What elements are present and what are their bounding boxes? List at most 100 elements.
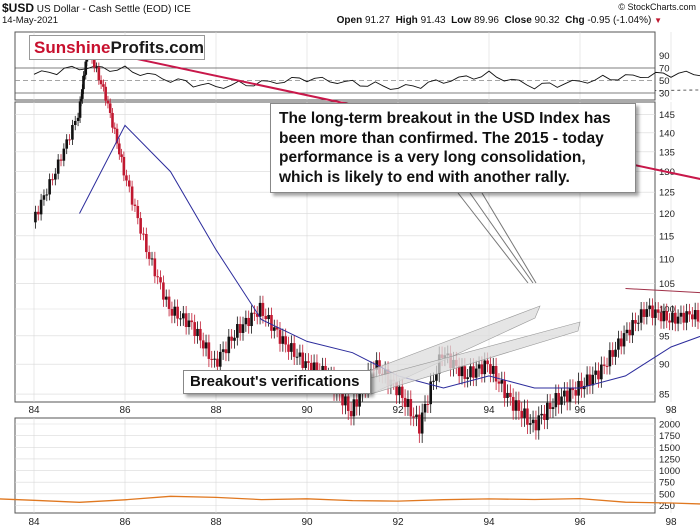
price-candle-body (398, 386, 401, 396)
price-x-tick-label: 90 (301, 405, 313, 416)
price-x-tick-label: 94 (483, 405, 495, 416)
chg-value: -0.95 (-1.04%) (587, 15, 652, 26)
price-candle-body (619, 338, 623, 347)
exchange-name: ICE (174, 4, 191, 15)
price-candle-body (227, 336, 231, 354)
price-candle-body (634, 320, 637, 324)
price-candle-body (648, 305, 651, 310)
price-candle-body (298, 352, 302, 357)
gold-x-tick-label: 98 (665, 517, 677, 528)
price-candle-body (218, 351, 222, 367)
gold-y-tick-label: 750 (659, 478, 675, 489)
price-candle-body (115, 128, 119, 144)
price-candle-body (528, 423, 532, 425)
rsi-y-tick-label: 70 (659, 64, 670, 75)
price-candle-body (563, 390, 566, 397)
price-candle-body (346, 396, 350, 411)
annotation-verifications: Breakout's verifications (183, 370, 371, 394)
price-candle-body (292, 343, 296, 357)
price-candle-body (614, 349, 617, 357)
price-candle-body (489, 364, 492, 374)
price-candle-body (224, 349, 228, 354)
price-candle-body (130, 186, 134, 205)
gold-y-tick-label: 1750 (659, 431, 680, 442)
price-candle-body (179, 318, 182, 320)
price-x-tick-label: 92 (392, 405, 404, 416)
price-candle-body (181, 313, 185, 319)
price-candle-body (102, 84, 105, 87)
price-candle-body (122, 156, 126, 176)
price-candle-body (517, 400, 521, 411)
price-candle-body (82, 75, 85, 90)
price-candle-body (557, 393, 560, 405)
price-candle-body (204, 342, 208, 349)
gold-panel-frame (14, 417, 656, 514)
price-y-tick-label: 135 (659, 147, 675, 158)
price-candle-body (403, 397, 407, 407)
annotation-pointer-line (457, 192, 529, 284)
price-candle-body (48, 179, 51, 195)
price-candle-body (201, 340, 205, 349)
price-candle-body (127, 180, 131, 187)
price-candle-body (344, 396, 347, 406)
price-candle-body (78, 101, 82, 118)
close-label: Close (504, 15, 532, 26)
price-candle-body (696, 310, 700, 322)
price-candle-body (474, 368, 478, 378)
high-label: High (395, 15, 418, 26)
price-candle-body (645, 309, 649, 317)
price-candle-body (253, 312, 256, 314)
price-candle-body (73, 120, 77, 126)
price-candle-body (520, 410, 524, 418)
instrument-name: US Dollar - Cash Settle (EOD) (36, 4, 172, 15)
price-candle-body (34, 211, 37, 223)
price-candle-body (284, 336, 287, 345)
price-candle-body (469, 366, 472, 378)
price-candle-body (42, 195, 46, 200)
price-candle-body (600, 364, 603, 380)
price-candle-body (636, 322, 640, 324)
gold-y-tick-label: 1250 (659, 454, 680, 465)
rsi-line (33, 65, 700, 90)
price-x-tick-label: 84 (28, 405, 40, 416)
price-candle-body (628, 329, 632, 336)
price-candle-body (39, 199, 43, 215)
price-candle-body (258, 302, 262, 317)
price-candle-body (272, 327, 276, 331)
price-candle-body (238, 324, 242, 333)
price-candle-body (159, 277, 162, 283)
high-value: 91.43 (420, 15, 446, 26)
price-y-tick-label: 90 (659, 360, 670, 371)
price-candle-body (400, 386, 404, 398)
gold-y-tick-label: 2000 (659, 420, 680, 431)
price-candle-body (423, 403, 427, 413)
price-candle-body (548, 402, 552, 409)
price-candle-body (139, 218, 142, 234)
gold-x-tick-label: 84 (28, 517, 40, 528)
price-candle-body (497, 381, 501, 384)
price-candle-body (682, 312, 686, 323)
price-candle-body (671, 312, 674, 323)
price-candle-body (483, 360, 487, 375)
price-candle-body (355, 399, 359, 407)
price-candle-body (565, 390, 569, 402)
price-candle-body (261, 302, 265, 316)
price-candle-body (526, 408, 529, 425)
price-candle-body (156, 276, 160, 278)
chart-date: 14-May-2021 (2, 15, 58, 26)
price-candle-body (574, 390, 578, 396)
price-candle-body (588, 374, 592, 386)
price-candle-body (571, 387, 575, 391)
price-candle-body (255, 313, 259, 317)
gold-x-tick-label: 88 (210, 517, 222, 528)
price-candles (34, 45, 700, 443)
price-candle-body (76, 117, 80, 121)
price-y-tick-label: 105 (659, 279, 675, 290)
price-candle-body (68, 139, 71, 141)
price-candle-body (668, 320, 671, 323)
price-candle-body (153, 258, 157, 277)
gold-x-tick-label: 86 (119, 517, 131, 528)
price-candle-body (545, 402, 549, 420)
gold-y-tick-label: 250 (659, 501, 675, 512)
price-candle-body (307, 361, 310, 363)
